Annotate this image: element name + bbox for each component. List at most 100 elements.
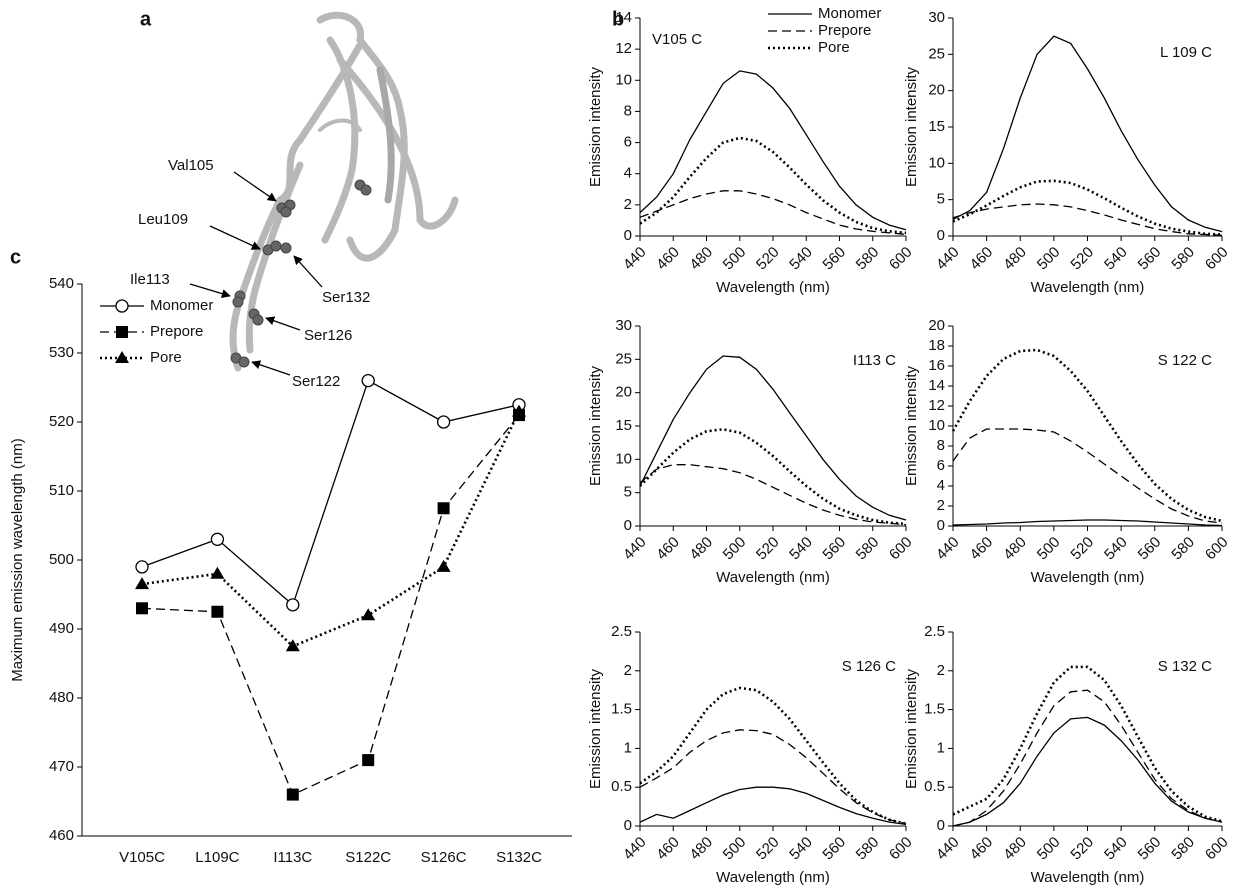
- y-tick-label: 2: [624, 196, 632, 213]
- x-axis-label: Wavelength (nm): [716, 279, 830, 296]
- x-tick-label: 480: [686, 834, 716, 864]
- x-tick-label: 440: [620, 834, 650, 864]
- y-tick-label: 20: [928, 317, 945, 334]
- panel-letter: c: [10, 246, 21, 268]
- panel-letter: a: [140, 8, 152, 30]
- point: [135, 560, 149, 574]
- x-tick-label: 580: [1168, 534, 1198, 564]
- y-tick-label: 540: [49, 275, 74, 292]
- x-tick-label: 460: [653, 834, 683, 864]
- series-line: [952, 35, 1223, 233]
- series-line: [639, 729, 907, 825]
- point: [437, 502, 450, 515]
- x-tick-label: 600: [886, 534, 916, 564]
- series-line: [952, 716, 1223, 827]
- point: [436, 415, 451, 429]
- y-axis-label: Emission intensity: [587, 66, 604, 187]
- y-tick-label: 5: [624, 484, 632, 501]
- x-tick-label: 500: [1034, 534, 1064, 564]
- x-tick-label: 600: [886, 244, 916, 274]
- point: [361, 373, 375, 388]
- y-tick-label: 4: [937, 477, 945, 494]
- y-tick-label: 1.5: [924, 701, 945, 718]
- y-tick-label: 6: [624, 134, 632, 151]
- panel-letter: b: [612, 8, 624, 30]
- series-line: [639, 70, 907, 231]
- arrows: [189, 171, 323, 376]
- series-line: [952, 689, 1223, 827]
- y-tick-label: 20: [615, 384, 632, 401]
- x-axis-label: Wavelength (nm): [1031, 279, 1145, 296]
- x-tick-label: 560: [819, 834, 849, 864]
- x-tick-label: 520: [1067, 244, 1097, 274]
- series-line: [639, 427, 907, 526]
- x-axis-label: Wavelength (nm): [716, 869, 830, 886]
- legend-label: Prepore: [150, 323, 203, 340]
- x-tick-label: 540: [1101, 834, 1131, 864]
- y-axis-label: Emission intensity: [903, 66, 920, 187]
- y-tick-label: 12: [928, 397, 945, 414]
- series-line: [639, 464, 907, 526]
- x-tick-label: 440: [620, 534, 650, 564]
- x-tick-label: S132C: [496, 849, 542, 866]
- x-tick-label: 540: [786, 534, 816, 564]
- legend-label: Pore: [818, 39, 850, 56]
- y-tick-label: 2.5: [924, 623, 945, 640]
- annotation: L 109 C: [1160, 44, 1212, 61]
- x-axis-label: Wavelength (nm): [1031, 869, 1145, 886]
- series-line: [951, 348, 1223, 523]
- y-tick-label: 1: [624, 739, 632, 756]
- series-line: [639, 686, 907, 825]
- y-tick-label: 15: [615, 417, 632, 434]
- x-tick-label: 520: [1067, 834, 1097, 864]
- y-tick-label: 16: [928, 357, 945, 374]
- y-axis-label: Emission intensity: [587, 365, 604, 486]
- x-tick-label: 540: [1101, 244, 1131, 274]
- x-tick-label: 500: [720, 534, 750, 564]
- annotation: S 122 C: [1158, 352, 1212, 369]
- residue-label: Leu109: [138, 211, 188, 228]
- y-tick-label: 0: [624, 817, 632, 834]
- point: [362, 754, 375, 767]
- annotation: V105 C: [652, 31, 702, 48]
- y-axis-label: Maximum emission wavelength (nm): [9, 438, 26, 681]
- point: [286, 788, 299, 801]
- x-tick-label: 480: [1000, 834, 1030, 864]
- x-tick-label: 480: [686, 534, 716, 564]
- y-axis-label: Emission intensity: [903, 668, 920, 789]
- series-line: [952, 428, 1223, 524]
- legend-marker: [115, 351, 129, 363]
- y-tick-label: 10: [615, 450, 632, 467]
- x-tick-label: 520: [753, 534, 783, 564]
- x-tick-label: 540: [786, 244, 816, 274]
- series-line: [952, 179, 1223, 236]
- point: [210, 566, 225, 579]
- series-line: [141, 414, 520, 796]
- residue-label: Ser122: [292, 373, 340, 390]
- y-tick-label: 14: [615, 9, 632, 26]
- x-tick-label: 500: [720, 244, 750, 274]
- y-tick-label: 0.5: [924, 778, 945, 795]
- x-tick-label: 540: [1101, 534, 1131, 564]
- x-tick-label: 480: [686, 244, 716, 274]
- series-line: [952, 203, 1223, 236]
- x-tick-label: 440: [933, 244, 963, 274]
- y-tick-label: 10: [615, 71, 632, 88]
- annotation: I113 C: [853, 352, 896, 369]
- x-tick-label: 460: [967, 244, 997, 274]
- x-tick-label: 560: [1135, 244, 1165, 274]
- y-tick-label: 5: [937, 191, 945, 208]
- x-tick-label: 600: [1202, 244, 1232, 274]
- y-tick-label: 6: [937, 457, 945, 474]
- x-tick-label: 520: [753, 834, 783, 864]
- y-tick-label: 18: [928, 337, 945, 354]
- y-axis-label: Emission intensity: [903, 365, 920, 486]
- y-tick-label: 2: [937, 497, 945, 514]
- y-tick-label: 1.5: [611, 701, 632, 718]
- x-tick-label: 580: [853, 244, 883, 274]
- y-tick-label: 0: [624, 227, 632, 244]
- annotation: S 132 C: [1158, 658, 1212, 675]
- x-tick-label: 560: [819, 244, 849, 274]
- y-tick-label: 0.5: [611, 778, 632, 795]
- residue-label: Val105: [168, 157, 214, 174]
